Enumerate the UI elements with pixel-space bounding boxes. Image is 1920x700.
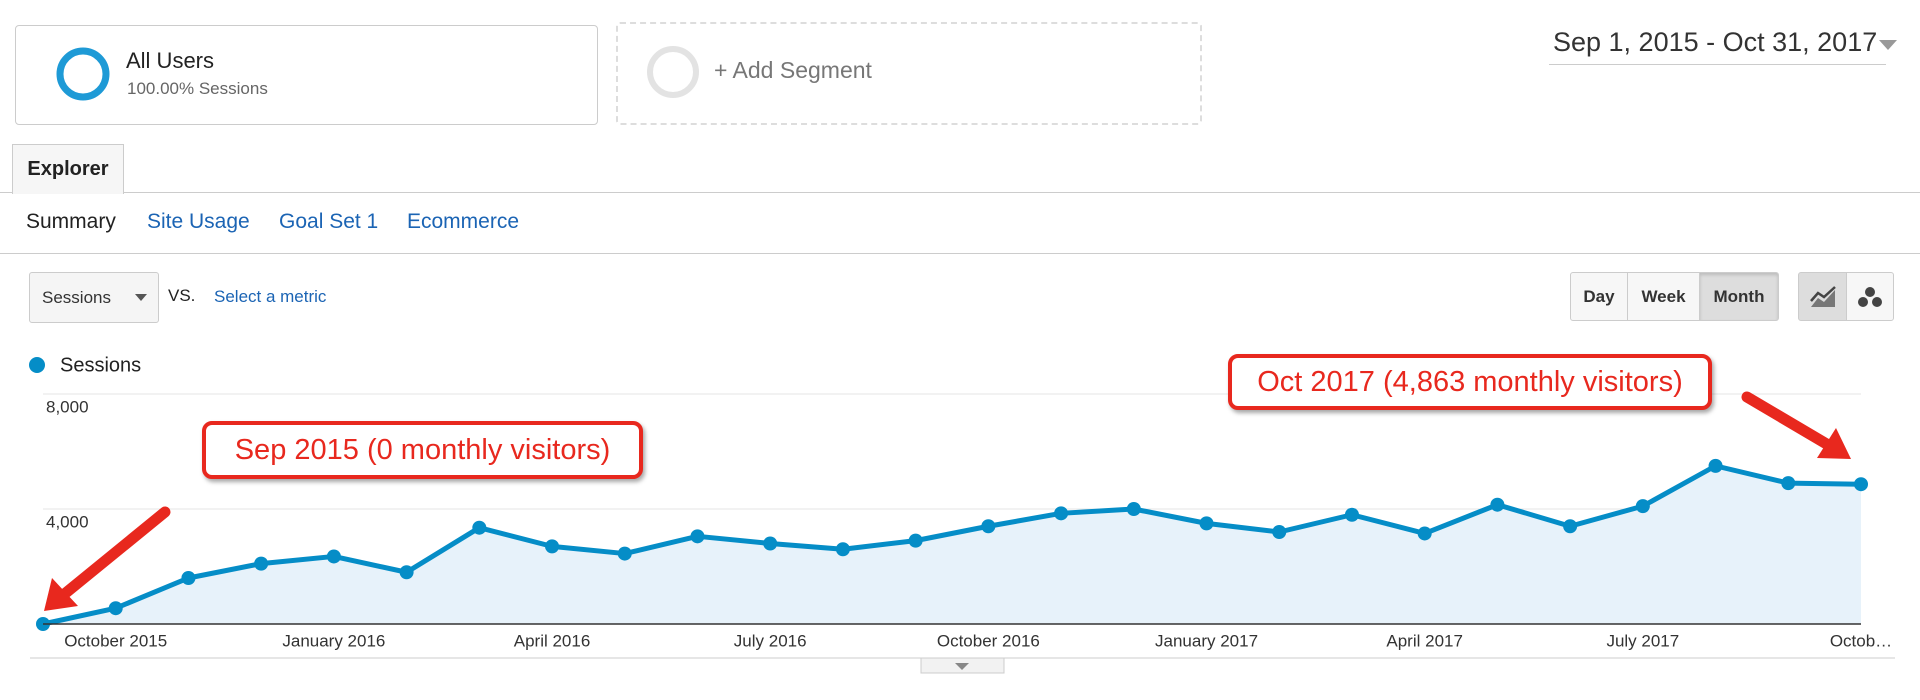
point	[1490, 497, 1505, 512]
point	[1635, 499, 1650, 514]
point	[545, 539, 560, 554]
motion-chart-button[interactable]	[1846, 272, 1894, 321]
legend-dot	[29, 357, 45, 373]
annotation-arrows	[44, 391, 1851, 611]
x-tick-label: April 2016	[514, 631, 591, 650]
bubble-icon	[1858, 286, 1882, 307]
area	[43, 465, 1861, 624]
date-underline	[1549, 64, 1886, 65]
point	[1563, 519, 1578, 534]
point	[908, 533, 923, 548]
point	[1126, 502, 1141, 516]
point	[1708, 458, 1723, 473]
subtab[interactable]: Ecommerce	[407, 210, 520, 233]
legend-label: Sessions	[60, 354, 141, 376]
segment-name: All Users	[126, 48, 215, 73]
granularity-button[interactable]: Month	[1699, 272, 1779, 321]
subtab[interactable]: Site Usage	[147, 210, 250, 233]
point	[617, 546, 632, 561]
select-metric[interactable]: Select a metric	[214, 287, 327, 306]
x-tick-label: October 2015	[64, 631, 167, 650]
point	[1417, 526, 1432, 541]
segment-donut	[56, 47, 110, 101]
point	[1344, 507, 1359, 522]
plot: 4,000 8,000 October 2015 January 2016 April …	[36, 393, 1892, 650]
point	[326, 549, 341, 564]
x-tick-label: April 2017	[1386, 631, 1463, 650]
granularity-button[interactable]: Week	[1627, 272, 1700, 321]
x-tick-label: Octob…	[1830, 631, 1892, 650]
point	[399, 565, 414, 580]
tab-rule	[0, 192, 1920, 193]
scroll-arrow	[955, 663, 969, 670]
point	[690, 529, 705, 544]
metric-selected: Sessions	[42, 288, 111, 307]
date-caret	[1879, 40, 1897, 50]
subtab-rule	[0, 253, 1920, 254]
segment-card[interactable]: All Users 100.00% Sessions	[15, 25, 598, 125]
metric-dropdown[interactable]: Sessions	[29, 272, 159, 323]
add-segment-label: + Add Segment	[714, 57, 872, 83]
dropdown-caret	[135, 294, 147, 301]
annotation: Oct 2017 (4,863 monthly visitors)	[1228, 354, 1712, 410]
vs-label: VS.	[168, 286, 196, 305]
line-chart-button[interactable]	[1798, 272, 1847, 321]
point	[181, 571, 196, 585]
point	[835, 542, 850, 557]
point	[1054, 506, 1069, 521]
legend: Sessions	[29, 354, 141, 376]
y-tick-label: 4,000	[46, 512, 89, 531]
annotation: Sep 2015 (0 monthly visitors)	[202, 421, 643, 479]
point	[981, 519, 996, 534]
point	[1199, 516, 1214, 531]
line-icon	[1809, 285, 1836, 307]
arrow-head	[1817, 428, 1851, 459]
segment-detail: 100.00% Sessions	[127, 79, 268, 98]
arrow-shaft	[56, 506, 171, 602]
point	[254, 556, 269, 571]
x-tick-label: January 2017	[1155, 631, 1258, 650]
arrow-head	[44, 578, 78, 611]
x-tick-label: July 2017	[1606, 631, 1679, 650]
subtab[interactable]: Summary	[26, 210, 116, 233]
point	[1854, 477, 1868, 492]
tab[interactable]: Explorer	[12, 144, 124, 194]
x-tick-label: July 2016	[734, 631, 807, 650]
point	[108, 601, 123, 616]
point	[472, 520, 487, 535]
point	[1781, 476, 1796, 491]
granularity-button[interactable]: Day	[1570, 272, 1628, 321]
date-range[interactable]: Sep 1, 2015 - Oct 31, 2017	[1553, 27, 1878, 57]
point	[1272, 525, 1287, 539]
x-tick-label: October 2016	[937, 631, 1040, 650]
empty-donut	[647, 46, 699, 98]
subtab[interactable]: Goal Set 1	[279, 210, 379, 233]
x-tick-label: January 2016	[282, 631, 385, 650]
line	[42, 463, 1862, 627]
point	[763, 536, 778, 551]
add-segment[interactable]: + Add Segment	[616, 22, 1202, 125]
y-tick-label: 8,000	[46, 397, 89, 416]
arrow-shaft	[1741, 391, 1836, 452]
